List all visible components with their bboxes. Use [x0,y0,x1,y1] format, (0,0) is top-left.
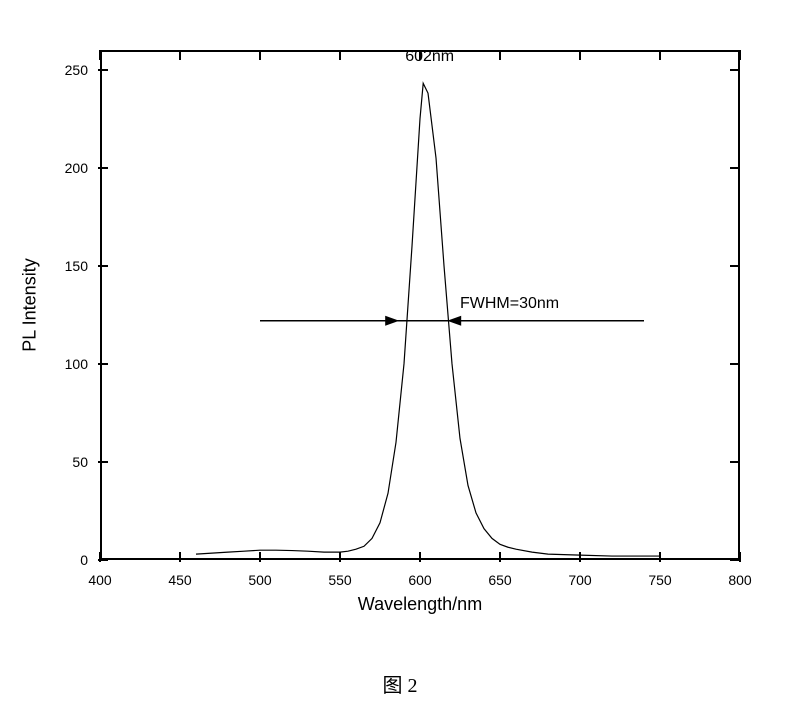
x-tick-top [259,50,261,60]
y-tick-label: 150 [65,258,88,274]
y-tick-label: 0 [80,552,88,568]
chart-area: 400450500550600650700750800 050100150200… [100,50,740,560]
x-tick [259,552,261,562]
y-tick-right [730,559,740,561]
x-axis-title: Wavelength/nm [358,594,482,615]
y-tick-right [730,461,740,463]
y-tick-right [730,69,740,71]
x-tick-label: 550 [328,572,351,588]
x-tick-label: 750 [648,572,671,588]
x-tick-label: 450 [168,572,191,588]
x-tick-top [179,50,181,60]
y-tick-label: 100 [65,356,88,372]
x-tick [659,552,661,562]
x-tick [179,552,181,562]
y-tick-right [730,363,740,365]
x-tick-top [659,50,661,60]
y-axis-title: PL Intensity [20,258,41,351]
x-tick-top [739,50,741,60]
peak-annotation: 602nm [405,48,454,66]
x-tick-label: 500 [248,572,271,588]
x-tick-label: 600 [408,572,431,588]
y-tick-label: 200 [65,160,88,176]
x-tick-top [579,50,581,60]
y-tick [98,461,108,463]
x-tick-label: 400 [88,572,111,588]
y-tick-right [730,265,740,267]
y-tick [98,69,108,71]
pl-spectrum-curve [100,50,740,560]
x-tick [419,552,421,562]
y-tick [98,559,108,561]
x-tick [579,552,581,562]
x-tick-label: 650 [488,572,511,588]
figure-container: 400 450 500 550 600 650 700 750 800 0 50 100 150 200… [0,0,800,718]
y-tick-right [730,167,740,169]
fwhm-annotation: FWHM=30nm [460,295,559,313]
y-tick [98,265,108,267]
x-tick-label: 800 [728,572,751,588]
y-tick-label: 250 [65,62,88,78]
x-tick-top [339,50,341,60]
y-tick [98,167,108,169]
x-tick-top [499,50,501,60]
x-tick-top [99,50,101,60]
x-tick [499,552,501,562]
x-tick-label: 700 [568,572,591,588]
figure-caption: 图 2 [383,669,418,698]
y-tick [98,363,108,365]
y-tick-label: 50 [72,454,88,470]
x-tick [339,552,341,562]
